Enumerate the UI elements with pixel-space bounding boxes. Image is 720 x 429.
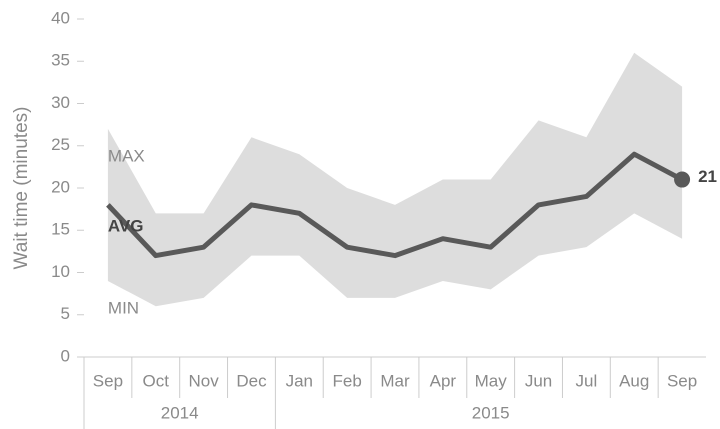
y-tick-label: 10 bbox=[51, 262, 70, 281]
group-label: 2015 bbox=[472, 403, 510, 422]
x-tick-label: Mar bbox=[380, 371, 410, 390]
y-axis-label: Wait time (minutes) bbox=[11, 107, 32, 270]
y-tick-label: 0 bbox=[61, 346, 70, 365]
range-band bbox=[107, 52, 683, 307]
group-label: 2014 bbox=[161, 403, 199, 422]
x-tick-label: Jun bbox=[525, 371, 552, 390]
series-label: MIN bbox=[108, 298, 139, 317]
y-tick-label: 35 bbox=[51, 51, 70, 70]
y-tick-label: 30 bbox=[51, 93, 70, 112]
x-tick-label: Sep bbox=[667, 371, 697, 390]
x-tick-label: Apr bbox=[430, 371, 457, 390]
end-point bbox=[674, 171, 691, 188]
series-label: AVG bbox=[108, 216, 144, 235]
x-tick-label: Feb bbox=[333, 371, 362, 390]
x-tick-label: Nov bbox=[188, 371, 219, 390]
x-tick-label: May bbox=[475, 371, 508, 390]
y-tick-label: 25 bbox=[51, 135, 70, 154]
end-value-label: 21 bbox=[698, 167, 717, 186]
x-tick-label: Sep bbox=[93, 371, 123, 390]
x-tick-label: Oct bbox=[143, 371, 170, 390]
x-tick-label: Dec bbox=[236, 371, 267, 390]
x-tick-label: Aug bbox=[619, 371, 649, 390]
y-tick-label: 40 bbox=[51, 8, 70, 27]
y-tick-label: 15 bbox=[51, 220, 70, 239]
series-label: MAX bbox=[108, 146, 145, 165]
x-tick-label: Jul bbox=[576, 371, 598, 390]
y-tick-label: 20 bbox=[51, 177, 70, 196]
x-tick-label: Jan bbox=[286, 371, 313, 390]
avg-line bbox=[106, 151, 684, 259]
y-tick-label: 5 bbox=[61, 304, 70, 323]
